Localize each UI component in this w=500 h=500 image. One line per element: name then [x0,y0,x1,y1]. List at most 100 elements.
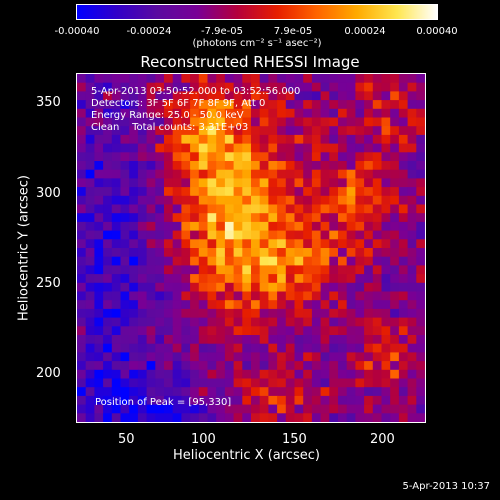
heatmap-cell [320,413,330,422]
heatmap-cell [224,91,235,101]
heatmap-cell [338,195,348,206]
heatmap-cell [364,187,374,197]
heatmap-cell [146,178,156,188]
heatmap-cell [346,335,356,345]
heatmap-cell [198,369,209,380]
heatmap-cell [129,317,139,327]
heatmap-cell [285,108,296,119]
heatmap-cell [329,230,339,240]
heatmap-cell [259,117,269,127]
heatmap-cell [303,221,313,232]
heatmap-cell [77,221,87,232]
heatmap-cell [129,221,139,232]
heatmap-cell [207,282,217,293]
heatmap-cell [416,169,425,179]
heatmap-cell [329,221,339,232]
heatmap-cell [390,187,400,197]
heatmap-cell [285,74,296,84]
heatmap-cell [338,134,348,145]
heatmap-cell [224,213,235,223]
heatmap-cell [129,187,139,197]
heatmap-cell [77,256,87,266]
heatmap-cell [207,91,217,101]
heatmap-cell [181,134,191,145]
heatmap-cell [303,82,313,92]
heatmap-cell [398,308,409,319]
heatmap-cell [407,82,417,92]
heatmap-cell [224,282,235,293]
heatmap-cell [216,161,226,171]
heatmap-cell [111,404,122,414]
heatmap-cell [268,82,278,92]
heatmap-cell [85,213,95,223]
heatmap-cell [355,335,365,345]
heatmap-cell [172,265,182,275]
heatmap-cell [207,265,217,275]
heatmap-cell [190,230,200,240]
heatmap-cell [103,256,113,266]
heatmap-cell [372,187,383,197]
colorbar-tick-label: 7.9e-05 [273,26,313,37]
heatmap-cell [381,117,391,127]
heatmap-cell [181,248,191,258]
heatmap-cell [172,213,182,223]
heatmap-cell [329,291,339,301]
heatmap-cell [259,161,269,171]
heatmap-cell [216,152,226,162]
heatmap-cell [294,152,304,162]
heatmap-cell [372,213,383,223]
heatmap-cell [277,361,287,371]
heatmap-cell [155,221,165,232]
heatmap-cell [224,74,235,84]
heatmap-cell [137,361,148,371]
heatmap-cell [146,134,156,145]
heatmap-cell [137,221,148,232]
heatmap-cell [77,91,87,101]
heatmap-cell [137,256,148,266]
heatmap-cell [216,404,226,414]
heatmap-cell [259,395,269,406]
heatmap-cell [251,126,261,136]
heatmap-cell [146,326,156,336]
heatmap-cell [251,213,261,223]
heatmap-cell [303,369,313,380]
heatmap-cell [346,265,356,275]
heatmap-cell [190,91,200,101]
heatmap-cell [311,308,322,319]
heatmap-cell [111,91,122,101]
heatmap-cell [398,178,409,188]
heatmap-cell [381,221,391,232]
heatmap-cell [85,187,95,197]
heatmap-cell [372,126,383,136]
heatmap-cell [311,126,322,136]
heatmap-cell [181,143,191,153]
heatmap-cell [198,143,209,153]
heatmap-cell [233,308,243,319]
heatmap-cell [416,152,425,162]
heatmap-cell [311,274,322,284]
heatmap-cell [85,282,95,293]
heatmap-cell [94,308,104,319]
heatmap-cell [364,100,374,110]
heatmap-cell [277,343,287,353]
heatmap-cell [268,74,278,84]
heatmap-cell [311,230,322,240]
heatmap-cell [103,361,113,371]
heatmap-cell [277,387,287,397]
heatmap-cell [164,178,174,188]
heatmap-cell [303,178,313,188]
heatmap-cell [259,169,269,179]
heatmap-cell [259,369,269,380]
heatmap-cell [285,143,296,153]
heatmap-cell [329,204,339,214]
heatmap-cell [407,282,417,293]
heatmap-cell [120,213,130,223]
heatmap-cell [346,300,356,310]
heatmap-cell [303,213,313,223]
heatmap-cell [120,352,130,362]
heatmap-cell [294,230,304,240]
heatmap-cell [407,343,417,353]
heatmap-cell [251,108,261,119]
heatmap-cell [320,230,330,240]
heatmap-cell [372,195,383,206]
